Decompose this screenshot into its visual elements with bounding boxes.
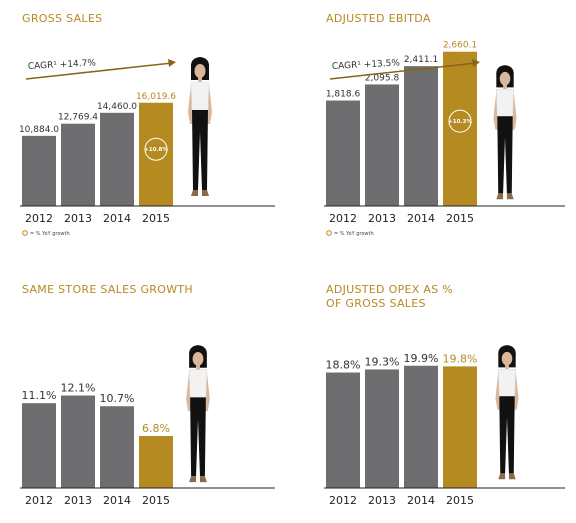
cagr-arrow <box>25 62 171 80</box>
tick-label: 2013 <box>368 494 396 507</box>
tick-label: 2013 <box>64 494 92 507</box>
data-label: 10,884.0 <box>19 125 59 135</box>
tick-label: 2015 <box>142 212 170 225</box>
cagr-arrowhead <box>168 59 176 67</box>
tick-label: 2012 <box>25 212 53 225</box>
bar-2012 <box>22 403 56 488</box>
bar-2012 <box>22 135 56 206</box>
data-label: 12.1% <box>61 382 96 395</box>
data-label: 19.8% <box>443 352 478 365</box>
bar-2012 <box>326 372 360 488</box>
data-label: 1,818.6 <box>326 90 361 100</box>
data-label: 11.1% <box>22 389 57 402</box>
chart-title: ADJUSTED OPEX AS % <box>326 283 453 296</box>
yoy-growth-badge <box>144 137 168 161</box>
tick-label: 2012 <box>329 212 357 225</box>
model-figure <box>493 65 517 200</box>
yoy-growth-badge <box>448 109 472 133</box>
legend-label: = % YoY growth <box>30 231 70 237</box>
model-figure <box>188 57 212 196</box>
data-label: 16,019.6 <box>136 92 176 102</box>
bar-2015 <box>443 366 477 488</box>
tick-label: 2012 <box>329 494 357 507</box>
bar-2014 <box>404 66 438 207</box>
bar-2013 <box>61 123 95 206</box>
chart-title: GROSS SALES <box>22 12 102 25</box>
data-label: 14,460.0 <box>97 102 137 112</box>
data-label: 2,095.8 <box>365 73 400 83</box>
model-figure <box>495 345 519 480</box>
tick-label: 2014 <box>407 212 435 225</box>
bar-2014 <box>100 112 134 206</box>
data-label: 6.8% <box>142 422 170 435</box>
tick-label: 2013 <box>368 212 396 225</box>
cagr-arrowhead <box>472 59 480 67</box>
chart-panel-2: ADJUSTED EBITDA 1,818.6 2012 2,095.8 2013 2,4… <box>324 12 565 237</box>
cagr-arrow <box>329 62 475 80</box>
data-label: 19.3% <box>365 355 400 368</box>
tick-label: 2015 <box>446 494 474 507</box>
data-label: 10.7% <box>100 392 135 405</box>
legend-label: = % YoY growth <box>334 231 374 237</box>
model-figure <box>186 345 210 483</box>
bar-2013 <box>61 395 95 488</box>
bar-2013 <box>365 369 399 488</box>
tick-label: 2014 <box>103 212 131 225</box>
tick-label: 2014 <box>407 494 435 507</box>
bar-2014 <box>100 406 134 488</box>
tick-label: 2015 <box>142 494 170 507</box>
data-label: 18.8% <box>326 359 361 372</box>
cagr-label: CAGR¹ +14.7% <box>28 58 97 72</box>
data-label: 2,411.1 <box>404 55 438 65</box>
chart-title: OF GROSS SALES <box>326 297 426 310</box>
tick-label: 2013 <box>64 212 92 225</box>
cagr-label: CAGR¹ +13.5% <box>332 58 401 72</box>
tick-label: 2014 <box>103 494 131 507</box>
chart-panel-1: GROSS SALES 10,884.0 2012 12,769.4 2013 14,46… <box>19 12 275 237</box>
data-label: 12,769.4 <box>58 113 98 123</box>
bar-2015 <box>139 436 173 488</box>
bar-2012 <box>326 100 360 206</box>
data-label: 2,660.1 <box>443 41 477 51</box>
bar-2014 <box>404 365 438 488</box>
data-label: 19.9% <box>404 352 439 365</box>
legend-marker <box>326 230 332 236</box>
tick-label: 2012 <box>25 494 53 507</box>
yoy-growth-label: +10.3% <box>448 119 472 125</box>
chart-title: ADJUSTED EBITDA <box>326 12 431 25</box>
bar-2015 <box>443 51 477 206</box>
chart-panel-3: SAME STORE SALES GROWTH 11.1% 2012 12.1% 201… <box>20 283 275 507</box>
bar-2015 <box>139 102 173 206</box>
chart-panel-4: ADJUSTED OPEX AS %OF GROSS SALES 18.8% 201… <box>324 283 565 507</box>
yoy-growth-label: +10.8% <box>144 147 168 153</box>
tick-label: 2015 <box>446 212 474 225</box>
bar-2013 <box>365 84 399 206</box>
legend-marker <box>22 230 28 236</box>
chart-title: SAME STORE SALES GROWTH <box>22 283 193 296</box>
